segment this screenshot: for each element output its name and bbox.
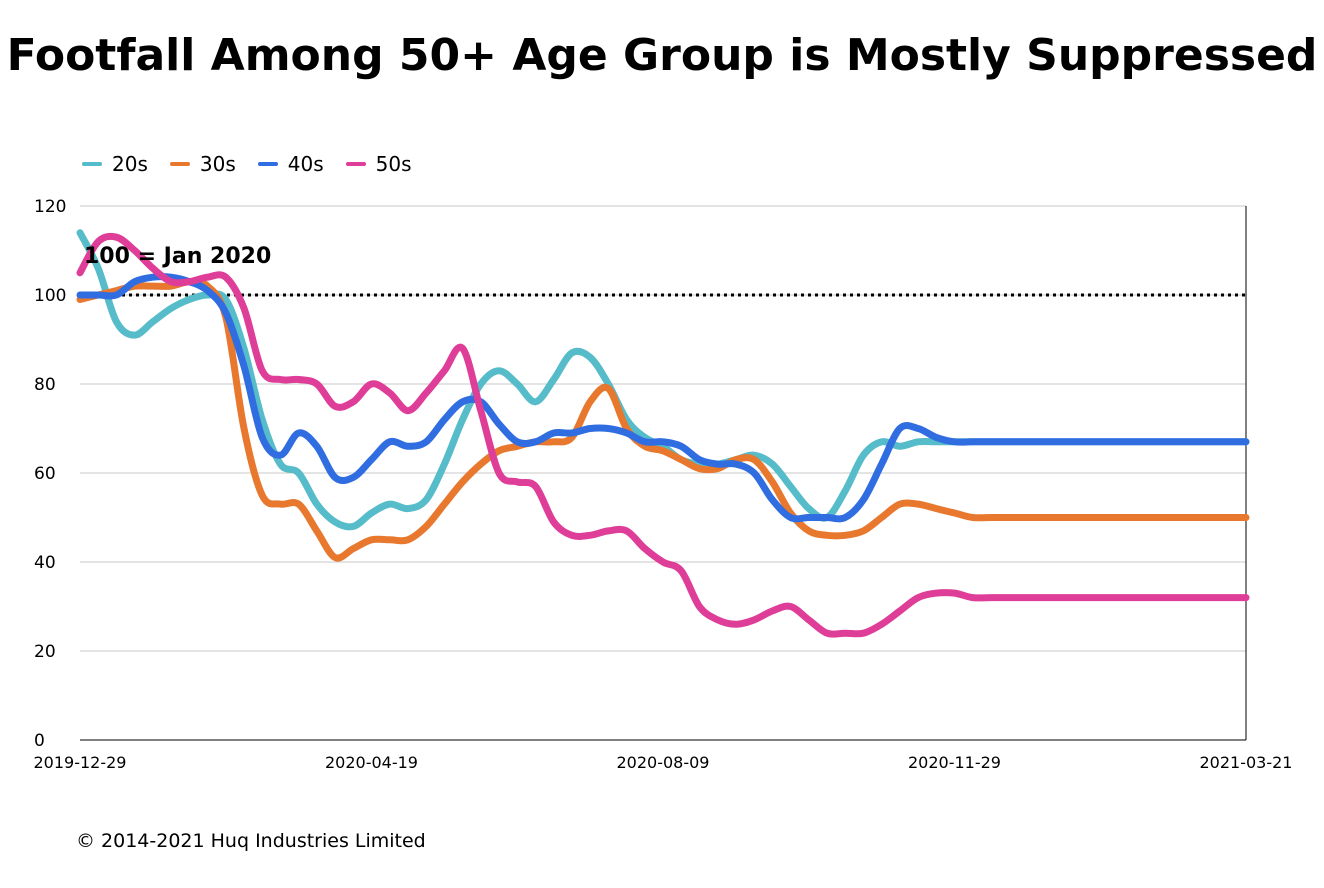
y-tick-label-80: 80	[34, 375, 56, 395]
x-tick-label-2020-11-29: 2020-11-29	[908, 753, 1001, 772]
legend-item-40s[interactable]: 40s	[257, 152, 324, 176]
legend-item-30s[interactable]: 30s	[169, 152, 236, 176]
chart-title: Footfall Among 50+ Age Group is Mostly S…	[6, 30, 1318, 81]
y-tick-label-20: 20	[34, 642, 56, 662]
legend-swatch-50s	[345, 162, 366, 166]
legend-item-50s[interactable]: 50s	[345, 152, 412, 176]
copyright-notice: © 2014-2021 Huq Industries Limited	[76, 830, 426, 852]
legend-item-20s[interactable]: 20s	[82, 152, 148, 176]
y-tick-label-100: 100	[34, 286, 66, 306]
legend-label-50s: 50s	[375, 152, 412, 176]
annotation-100-jan-2020: 100 = Jan 2020	[84, 244, 271, 269]
x-tick-label-2019-12-29: 2019-12-29	[34, 753, 127, 772]
legend-swatch-20s	[82, 162, 102, 166]
legend-swatch-30s	[169, 162, 190, 166]
series-line-50s	[76, 232, 1250, 638]
legend: 20s 30s 40s 50s	[82, 152, 412, 176]
series-line-40s	[76, 273, 1250, 523]
y-tick-label-40: 40	[34, 553, 56, 573]
x-tick-label-2020-08-09: 2020-08-09	[617, 753, 710, 772]
legend-label-30s: 30s	[199, 152, 236, 176]
x-tick-label-2020-04-19: 2020-04-19	[325, 753, 418, 772]
legend-label-20s: 20s	[112, 152, 148, 176]
y-tick-label-120: 120	[34, 197, 66, 217]
legend-label-40s: 40s	[287, 152, 324, 176]
x-tick-label-2021-03-21: 2021-03-21	[1200, 753, 1293, 772]
legend-swatch-40s	[257, 162, 278, 166]
series-line-30s	[76, 278, 1250, 562]
y-tick-label-0: 0	[34, 731, 45, 751]
y-tick-label-60: 60	[34, 464, 56, 484]
